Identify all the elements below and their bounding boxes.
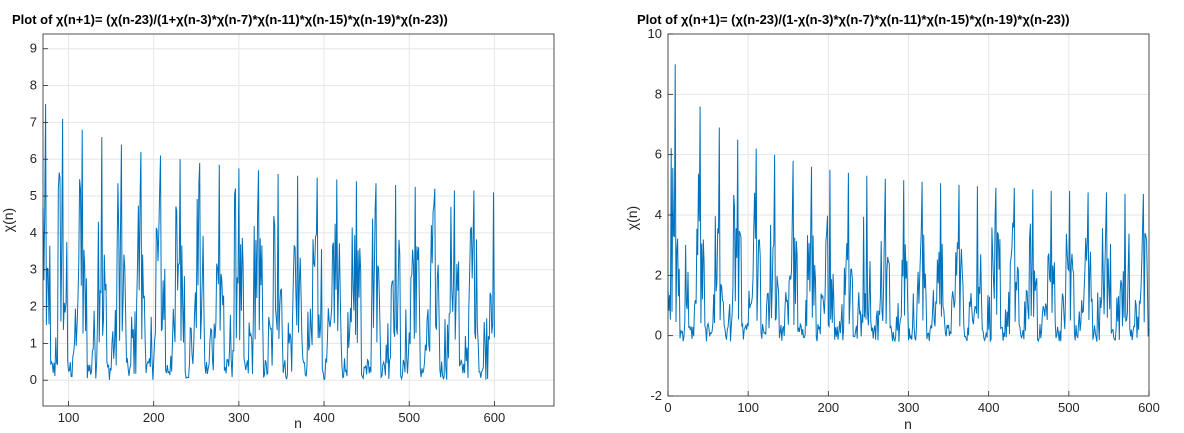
x-tick-label: 100 [58,410,80,425]
chart-title-right: Plot of χ(n+1)= (χ(n-23)/(1-χ(n-3)*χ(n-7… [637,12,1070,27]
x-tick-label: 500 [1058,400,1080,415]
y-tick-label: -2 [650,388,662,403]
y-tick-label: 5 [30,188,37,203]
y-tick-label: 3 [30,262,37,277]
y-tick-label: 1 [30,335,37,350]
y-tick-label: 2 [655,267,662,282]
y-tick-label: 8 [655,86,662,101]
y-tick-label: 10 [648,26,662,41]
x-tick-label: 200 [143,410,165,425]
x-tick-label: 400 [313,410,335,425]
x-tick-label: 400 [978,400,1000,415]
y-axis-label-left: χ(n) [0,208,16,232]
y-tick-label: 0 [655,328,662,343]
y-tick-label: 4 [655,207,662,222]
x-tick-label: 200 [817,400,839,415]
grid-left [43,34,554,406]
y-tick-label: 6 [655,147,662,162]
y-tick-label: 9 [30,41,37,56]
x-tick-label: 600 [1138,400,1160,415]
y-tick-label: 8 [30,78,37,93]
y-tick-label: 0 [30,372,37,387]
series-left [42,103,495,381]
x-tick-label: 0 [664,400,671,415]
y-tick-label: 2 [30,299,37,314]
y-tick-label: 4 [30,225,37,240]
x-tick-label: 100 [737,400,759,415]
x-tick-label: 600 [484,410,506,425]
axes-box-left [42,33,555,407]
plot-area-left [43,34,554,406]
x-axis-label-left: n [294,415,302,431]
x-tick-label: 500 [398,410,420,425]
chart-title-left: Plot of χ(n+1)= (χ(n-23)/(1+χ(n-3)*χ(n-7… [12,12,448,27]
x-tick-label: 300 [228,410,250,425]
x-ticks-right: 0 100 200 300 400 500 600 [664,391,1160,415]
x-ticks-left: 100 200 300 400 500 600 [58,401,506,425]
y-axis-label-right: χ(n) [624,206,640,230]
y-tick-label: 7 [30,114,37,129]
chart-left: 100 200 300 400 500 600 0 1 2 3 4 5 6 7 8 9 Plot of χ(… [0,12,555,431]
x-axis-label-right: n [904,416,912,432]
series-line [42,103,495,381]
y-tick-label: 6 [30,151,37,166]
series-line [667,64,1150,343]
series-right [667,64,1150,343]
x-tick-label: 300 [898,400,920,415]
y-ticks-right: -2 0 2 4 6 8 10 [648,26,673,403]
y-ticks-left: 0 1 2 3 4 5 6 7 8 9 [30,41,48,387]
